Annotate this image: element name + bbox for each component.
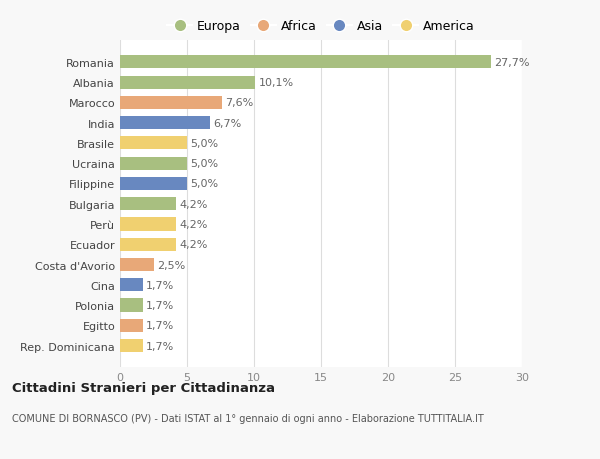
- Text: 1,7%: 1,7%: [146, 280, 175, 290]
- Text: 4,2%: 4,2%: [179, 199, 208, 209]
- Bar: [120, 76, 256, 90]
- Text: 4,2%: 4,2%: [179, 240, 208, 250]
- Bar: [120, 218, 176, 231]
- Text: 1,7%: 1,7%: [146, 300, 175, 310]
- Bar: [120, 279, 143, 292]
- Text: 2,5%: 2,5%: [157, 260, 185, 270]
- Bar: [120, 198, 176, 211]
- Bar: [120, 299, 143, 312]
- Bar: [120, 258, 154, 271]
- Bar: [120, 96, 222, 110]
- Text: 7,6%: 7,6%: [225, 98, 253, 108]
- Text: 5,0%: 5,0%: [190, 139, 218, 149]
- Bar: [120, 117, 210, 130]
- Text: 5,0%: 5,0%: [190, 159, 218, 169]
- Bar: [120, 157, 187, 170]
- Legend: Europa, Africa, Asia, America: Europa, Africa, Asia, America: [162, 15, 480, 38]
- Bar: [120, 319, 143, 332]
- Text: 1,7%: 1,7%: [146, 341, 175, 351]
- Bar: [120, 339, 143, 353]
- Text: Cittadini Stranieri per Cittadinanza: Cittadini Stranieri per Cittadinanza: [12, 381, 275, 394]
- Text: 6,7%: 6,7%: [213, 118, 241, 129]
- Text: 10,1%: 10,1%: [259, 78, 294, 88]
- Text: 1,7%: 1,7%: [146, 320, 175, 330]
- Bar: [120, 178, 187, 190]
- Bar: [120, 238, 176, 251]
- Text: COMUNE DI BORNASCO (PV) - Dati ISTAT al 1° gennaio di ogni anno - Elaborazione T: COMUNE DI BORNASCO (PV) - Dati ISTAT al …: [12, 413, 484, 423]
- Text: 4,2%: 4,2%: [179, 219, 208, 230]
- Text: 5,0%: 5,0%: [190, 179, 218, 189]
- Bar: [120, 56, 491, 69]
- Text: 27,7%: 27,7%: [494, 58, 530, 67]
- Bar: [120, 137, 187, 150]
